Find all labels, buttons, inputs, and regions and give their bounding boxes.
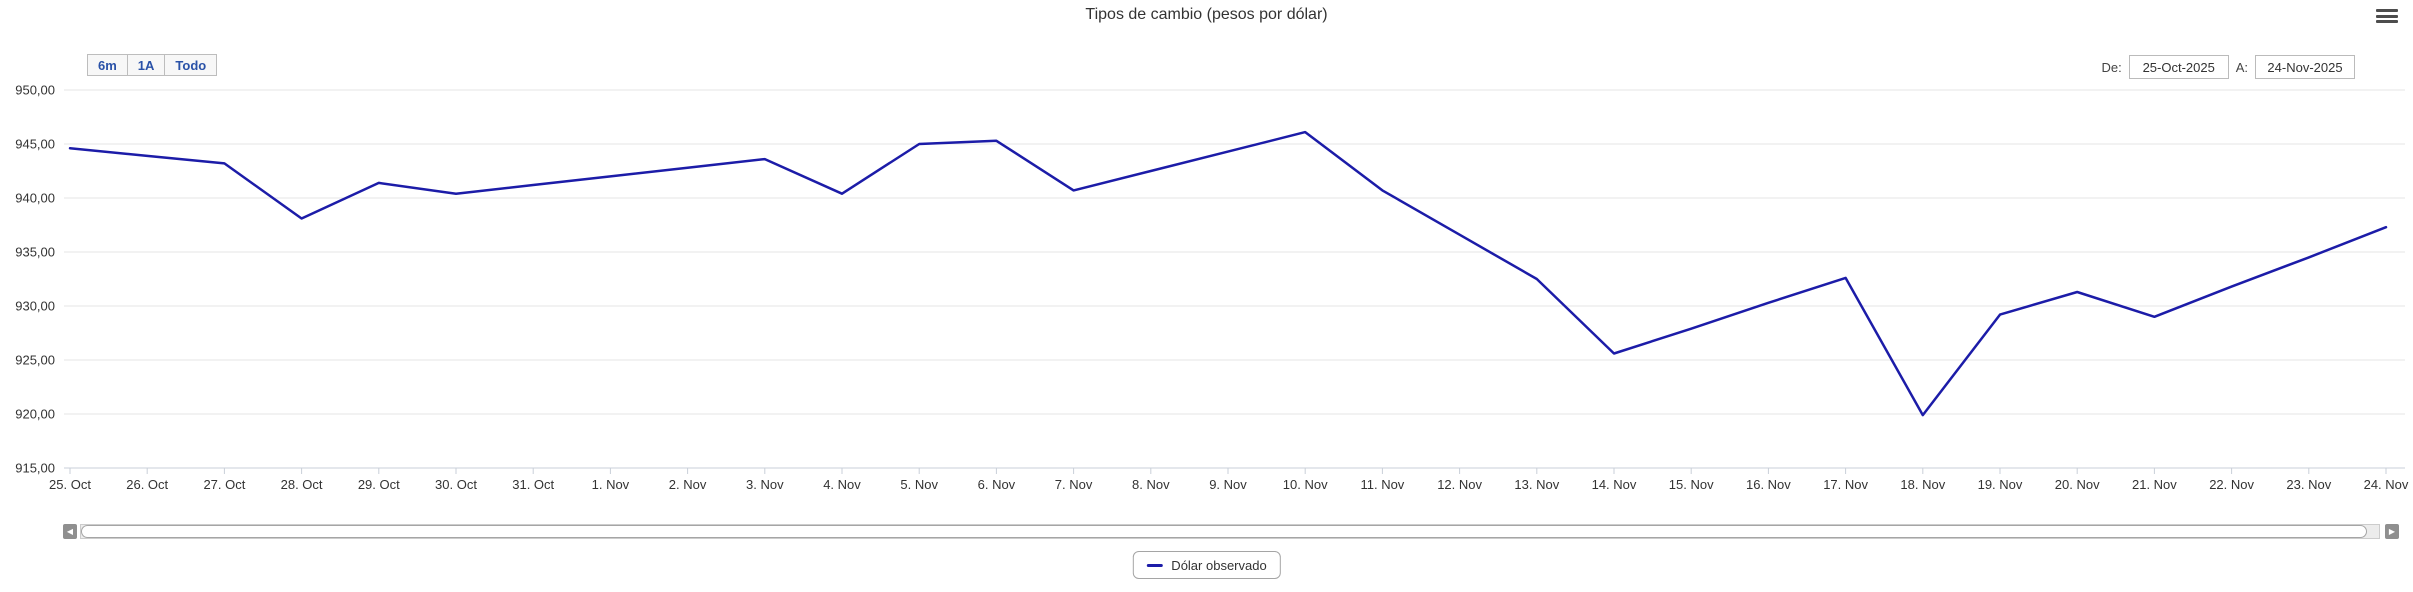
hamburger-bar bbox=[2376, 9, 2398, 12]
scrollbar-right-arrow-icon[interactable]: ▶ bbox=[2385, 524, 2399, 539]
x-axis-label: 9. Nov bbox=[1209, 477, 1247, 492]
x-axis-label: 15. Nov bbox=[1669, 477, 1714, 492]
x-axis-label: 31. Oct bbox=[512, 477, 554, 492]
x-axis-label: 11. Nov bbox=[1360, 477, 1404, 492]
scrollbar-left-arrow-icon[interactable]: ◀ bbox=[63, 524, 77, 539]
series-line-dolar-observado[interactable] bbox=[68, 130, 2388, 417]
x-axis-label: 17. Nov bbox=[1823, 477, 1868, 492]
chart-title: Tipos de cambio (pesos por dólar) bbox=[1085, 6, 1328, 23]
scrollbar-track[interactable] bbox=[80, 524, 2380, 539]
date-range-controls: De: A: bbox=[2101, 55, 2355, 79]
date-to-input[interactable] bbox=[2255, 55, 2355, 79]
hamburger-bar bbox=[2376, 20, 2398, 23]
date-to-label: A: bbox=[2235, 59, 2248, 75]
x-axis-label: 7. Nov bbox=[1055, 477, 1093, 492]
x-axis-label: 27. Oct bbox=[203, 477, 245, 492]
x-axis-label: 21. Nov bbox=[2132, 477, 2177, 492]
y-axis-label: 945,00 bbox=[15, 137, 55, 152]
x-axis-label: 26. Oct bbox=[126, 477, 168, 492]
scrollbar-thumb[interactable] bbox=[81, 525, 2367, 538]
y-axis-label: 930,00 bbox=[15, 299, 55, 314]
x-axis-label: 19. Nov bbox=[1978, 477, 2023, 492]
x-axis-label: 30. Oct bbox=[435, 477, 477, 492]
x-axis-label: 24. Nov bbox=[2364, 477, 2409, 492]
date-from-label: De: bbox=[2101, 59, 2122, 75]
x-axis-label: 28. Oct bbox=[281, 477, 323, 492]
x-axis-label: 12. Nov bbox=[1437, 477, 1482, 492]
y-axis-label: 935,00 bbox=[15, 245, 55, 260]
x-axis-label: 8. Nov bbox=[1132, 477, 1170, 492]
x-axis-label: 23. Nov bbox=[2286, 477, 2331, 492]
x-axis-label: 3. Nov bbox=[746, 477, 784, 492]
range-button-6m[interactable]: 6m bbox=[87, 54, 128, 76]
x-axis-label: 22. Nov bbox=[2209, 477, 2254, 492]
hamburger-bar bbox=[2376, 14, 2398, 18]
x-axis-label: 1. Nov bbox=[592, 477, 630, 492]
range-button-all[interactable]: Todo bbox=[164, 54, 218, 76]
x-axis-label: 16. Nov bbox=[1746, 477, 1791, 492]
legend-item-dolar-observado[interactable]: Dólar observado bbox=[1132, 551, 1281, 579]
x-axis-label: 5. Nov bbox=[900, 477, 938, 492]
hamburger-menu-icon[interactable] bbox=[2376, 9, 2398, 26]
x-axis-label: 20. Nov bbox=[2055, 477, 2100, 492]
range-selector: 6m 1A Todo bbox=[87, 54, 218, 76]
x-axis-label: 29. Oct bbox=[358, 477, 400, 492]
y-axis-label: 925,00 bbox=[15, 353, 55, 368]
x-axis-label: 6. Nov bbox=[978, 477, 1016, 492]
legend-label: Dólar observado bbox=[1171, 557, 1267, 573]
x-axis-label: 14. Nov bbox=[1592, 477, 1637, 492]
y-axis-label: 915,00 bbox=[15, 461, 55, 476]
x-axis-label: 2. Nov bbox=[669, 477, 707, 492]
x-axis-label: 25. Oct bbox=[49, 477, 91, 492]
y-axis-label: 940,00 bbox=[15, 191, 55, 206]
x-axis-label: 18. Nov bbox=[1900, 477, 1945, 492]
legend-line-swatch-icon bbox=[1146, 563, 1163, 567]
y-axis-label: 920,00 bbox=[15, 407, 55, 422]
date-from-input[interactable] bbox=[2128, 55, 2229, 79]
y-axis-label: 950,00 bbox=[15, 83, 55, 98]
x-axis-label: 13. Nov bbox=[1514, 477, 1559, 492]
x-axis-label: 10. Nov bbox=[1283, 477, 1328, 492]
x-axis-label: 4. Nov bbox=[823, 477, 861, 492]
